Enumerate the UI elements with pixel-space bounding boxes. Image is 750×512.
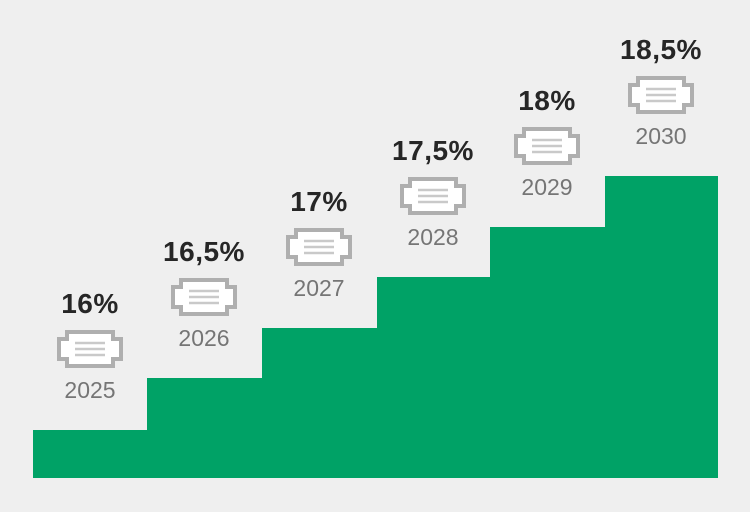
certificate-icon: [627, 75, 695, 115]
value-label: 18%: [518, 85, 576, 116]
year-label: 2030: [635, 123, 687, 149]
value-label: 16,5%: [163, 236, 245, 267]
step-group-2030: 18,5% 2030: [596, 34, 726, 149]
step-group-2028: 17,5% 2028: [368, 135, 498, 250]
value-label: 17,5%: [392, 135, 474, 166]
step-group-2029: 18% 2029: [482, 85, 612, 200]
year-label: 2025: [64, 377, 116, 403]
step-group-2027: 17% 2027: [254, 186, 384, 301]
year-label: 2026: [178, 325, 230, 351]
value-label: 17%: [290, 186, 348, 217]
stair-step-2030: [605, 176, 718, 478]
certificate-icon: [56, 329, 124, 369]
year-label: 2029: [521, 174, 573, 200]
certificate-icon: [285, 227, 353, 267]
certificate-icon: [399, 176, 467, 216]
step-group-2025: 16% 2025: [25, 288, 155, 403]
year-label: 2027: [293, 275, 345, 301]
value-label: 18,5%: [620, 34, 702, 65]
certificate-icon: [513, 126, 581, 166]
value-label: 16%: [61, 288, 119, 319]
step-group-2026: 16,5% 2026: [139, 236, 269, 351]
year-label: 2028: [407, 224, 459, 250]
certificate-icon: [170, 277, 238, 317]
